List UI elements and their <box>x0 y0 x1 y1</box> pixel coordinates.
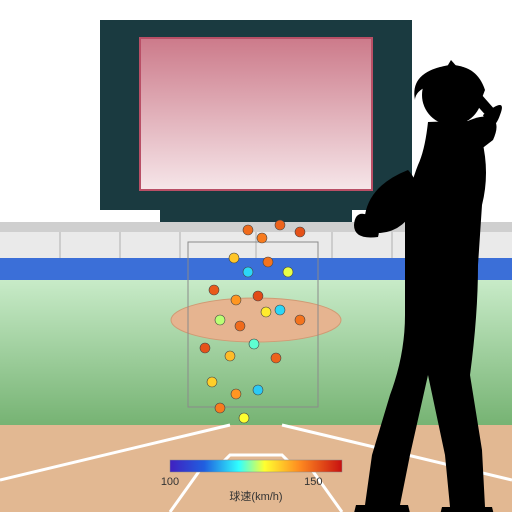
pitch-marker <box>283 267 293 277</box>
pitch-marker <box>235 321 245 331</box>
pitch-marker <box>215 315 225 325</box>
pitch-marker <box>225 351 235 361</box>
pitch-marker <box>231 389 241 399</box>
pitch-marker <box>231 295 241 305</box>
pitch-marker <box>261 307 271 317</box>
pitch-marker <box>239 413 249 423</box>
legend-bar <box>170 460 342 472</box>
batter-part <box>352 505 412 512</box>
pitch-marker <box>253 385 263 395</box>
pitch-marker <box>243 225 253 235</box>
chart-svg: 100 150 球速(km/h) <box>0 0 512 512</box>
legend-label: 球速(km/h) <box>229 489 282 503</box>
pitch-marker <box>200 343 210 353</box>
pitch-marker <box>275 305 285 315</box>
pitch-marker <box>249 339 259 349</box>
pitch-marker <box>209 285 219 295</box>
pitchers-mound <box>171 298 341 342</box>
pitch-marker <box>243 267 253 277</box>
pitch-marker <box>207 377 217 387</box>
pitch-marker <box>271 353 281 363</box>
pitch-marker <box>263 257 273 267</box>
pitch-marker <box>253 291 263 301</box>
pitch-marker <box>215 403 225 413</box>
pitch-location-chart: 100 150 球速(km/h) <box>0 0 512 512</box>
pitch-marker <box>257 233 267 243</box>
batter-part <box>438 507 496 512</box>
pitch-marker <box>275 220 285 230</box>
pitch-marker <box>295 227 305 237</box>
scoreboard-screen <box>140 38 372 190</box>
legend-tick: 100 <box>161 476 179 488</box>
pitch-marker <box>229 253 239 263</box>
pitch-marker <box>295 315 305 325</box>
legend-tick: 150 <box>304 476 322 488</box>
